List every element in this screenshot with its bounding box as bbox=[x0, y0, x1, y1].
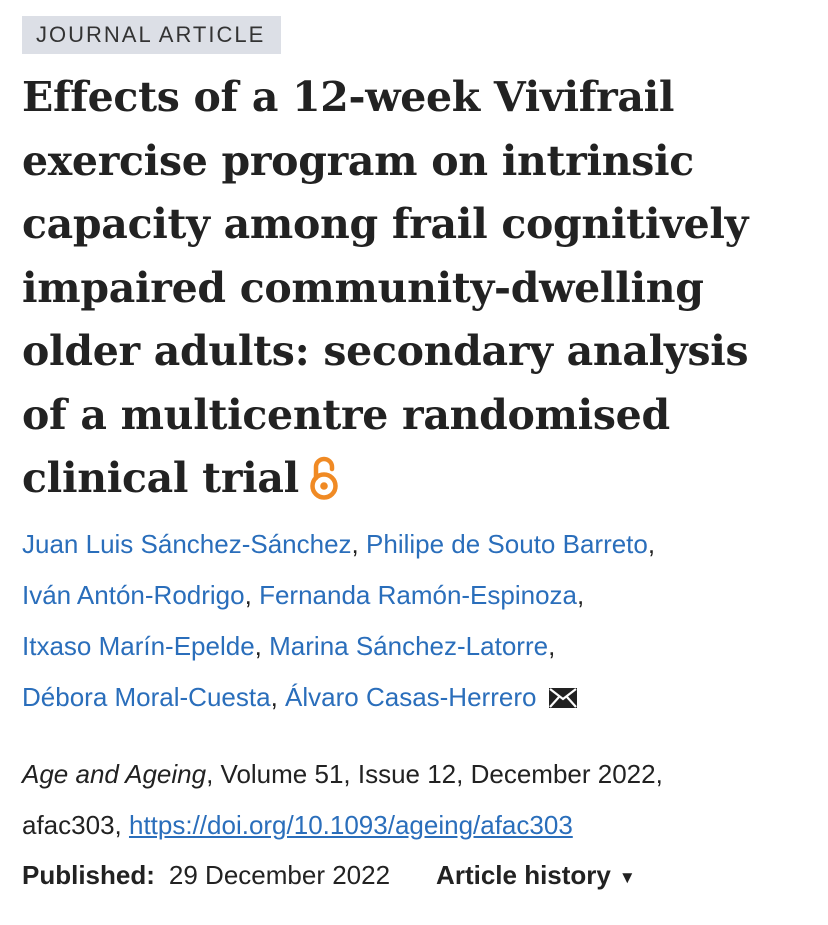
title-line: capacity among frail cognitively bbox=[22, 200, 749, 248]
envelope-icon[interactable] bbox=[548, 675, 578, 708]
author-separator: , bbox=[244, 579, 252, 610]
author-link[interactable]: Philipe de Souto Barreto bbox=[366, 528, 648, 559]
open-access-lock-icon bbox=[307, 455, 341, 500]
author-link[interactable]: Débora Moral-Cuesta bbox=[22, 681, 271, 712]
author-line: Itxaso Marín-Epelde, Marina Sánchez-Lato… bbox=[22, 621, 812, 672]
article-id: afac303, bbox=[22, 809, 122, 840]
author-list: Juan Luis Sánchez-Sánchez, Philipe de So… bbox=[22, 519, 812, 723]
article-title: Effects of a 12-week Vivifrail exercise p… bbox=[22, 66, 822, 511]
author-line: Débora Moral-Cuesta, Álvaro Casas-Herrer… bbox=[22, 672, 812, 723]
title-line: older adults: secondary analysis bbox=[22, 327, 749, 375]
title-line: impaired community-dwelling bbox=[22, 263, 704, 312]
author-link[interactable]: Juan Luis Sánchez-Sánchez bbox=[22, 528, 352, 559]
citation: Age and Ageing, Volume 51, Issue 12, Dec… bbox=[22, 749, 812, 851]
title-line: Effects of a 12-week Vivifrail bbox=[22, 73, 675, 121]
author-link[interactable]: Iván Antón-Rodrigo bbox=[22, 579, 245, 610]
author-separator: , bbox=[270, 681, 278, 712]
author-link[interactable]: Álvaro Casas-Herrero bbox=[285, 681, 537, 712]
author-line: Iván Antón-Rodrigo, Fernanda Ramón-Espin… bbox=[22, 570, 812, 621]
article-history-toggle[interactable]: Article history ▼ bbox=[436, 860, 636, 890]
author-separator: , bbox=[548, 630, 556, 661]
author-separator: , bbox=[647, 528, 656, 559]
article-history-label: Article history bbox=[436, 859, 611, 890]
author-link[interactable]: Marina Sánchez-Latorre bbox=[269, 630, 549, 661]
author-separator: , bbox=[254, 630, 262, 661]
title-line: clinical trial bbox=[22, 454, 299, 502]
article-type-badge: JOURNAL ARTICLE bbox=[22, 16, 282, 54]
publication-row: Published: 29 December 2022 Article histor… bbox=[22, 853, 828, 900]
published-label: Published: bbox=[22, 859, 155, 890]
title-line: of a multicentre randomised bbox=[22, 390, 670, 439]
author-link[interactable]: Itxaso Marín-Epelde bbox=[22, 630, 255, 661]
published-date: 29 December 2022 bbox=[168, 859, 391, 890]
citation-details: , Volume 51, Issue 12, December 2022, bbox=[206, 758, 663, 789]
author-link[interactable]: Fernanda Ramón-Espinoza bbox=[259, 579, 578, 610]
author-line: Juan Luis Sánchez-Sánchez, Philipe de So… bbox=[22, 519, 812, 570]
title-line: exercise program on intrinsic bbox=[22, 136, 694, 185]
author-separator: , bbox=[577, 579, 585, 610]
caret-down-icon: ▼ bbox=[618, 867, 636, 887]
doi-link[interactable]: https://doi.org/10.1093/ageing/afac303 bbox=[128, 809, 573, 840]
author-separator: , bbox=[351, 528, 359, 559]
journal-name: Age and Ageing bbox=[22, 758, 207, 789]
